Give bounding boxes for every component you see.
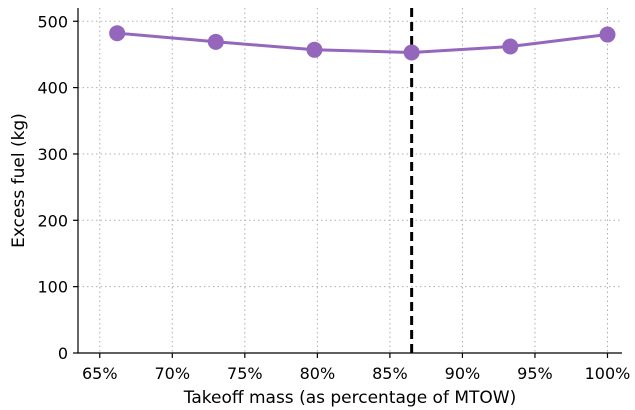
x-tick-label: 75% bbox=[227, 364, 263, 383]
y-tick-label: 0 bbox=[58, 344, 68, 363]
data-point bbox=[207, 33, 224, 50]
x-tick-label: 100% bbox=[585, 364, 631, 383]
y-tick-label: 500 bbox=[37, 12, 68, 31]
x-tick-label: 95% bbox=[517, 364, 553, 383]
x-axis-label: Takeoff mass (as percentage of MTOW) bbox=[183, 388, 516, 408]
axis-spines bbox=[77, 8, 622, 354]
x-tick-label: 80% bbox=[300, 364, 336, 383]
data-point bbox=[306, 41, 323, 58]
x-axis-ticks: 65% 70% 75% 80% 85% 90% 95% 100% bbox=[82, 353, 630, 383]
data-point bbox=[109, 25, 126, 42]
x-tick-label: 65% bbox=[82, 364, 118, 383]
series-line bbox=[115, 31, 609, 54]
y-tick-label: 200 bbox=[37, 211, 68, 230]
y-tick-label: 400 bbox=[37, 79, 68, 98]
series-group bbox=[109, 25, 616, 61]
x-tick-label: 85% bbox=[372, 364, 408, 383]
y-tick-label: 100 bbox=[37, 278, 68, 297]
y-tick-label: 300 bbox=[37, 145, 68, 164]
data-point bbox=[502, 38, 519, 55]
x-tick-label: 70% bbox=[155, 364, 191, 383]
y-axis-label: Excess fuel (kg) bbox=[9, 113, 29, 248]
y-axis-ticks: 0 100 200 300 400 500 bbox=[37, 12, 78, 363]
grid bbox=[78, 8, 622, 354]
data-point bbox=[403, 44, 420, 61]
data-point bbox=[599, 26, 616, 43]
x-tick-label: 90% bbox=[445, 364, 481, 383]
axes bbox=[77, 8, 622, 354]
